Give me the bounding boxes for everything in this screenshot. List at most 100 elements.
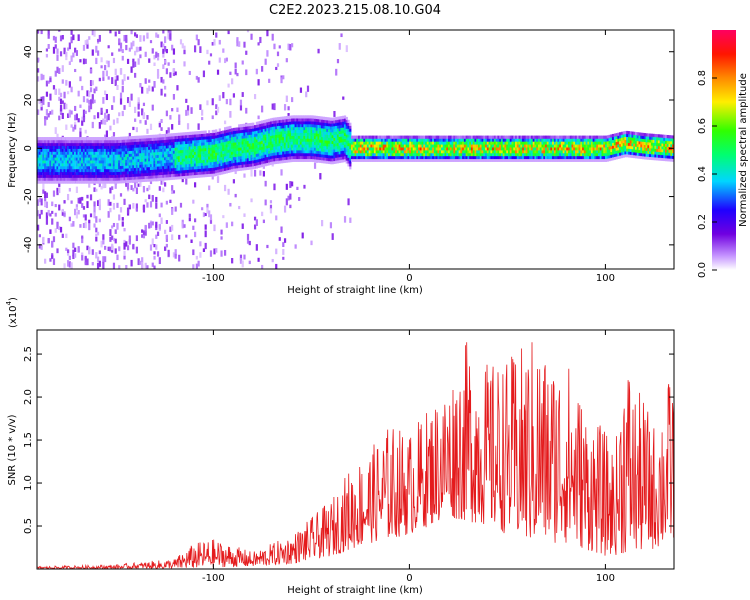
spectrogram-cell	[313, 162, 317, 169]
spectrogram-cell	[310, 141, 313, 145]
spectrogram-cell	[139, 144, 142, 148]
spectrogram-cell	[269, 155, 273, 160]
spectrogram-cell	[486, 158, 490, 162]
spectrogram-cell	[37, 137, 40, 141]
spectrogram-cell	[343, 138, 347, 142]
spectrogram-cell	[444, 144, 447, 148]
spectrogram-cell	[130, 144, 133, 148]
spectrogram-cell	[280, 134, 283, 138]
spectrogram-cell	[45, 157, 49, 161]
spectrogram-cell	[68, 151, 71, 155]
spectrogram-cell	[51, 210, 54, 214]
spectrogram-cell	[218, 137, 221, 141]
spectrogram-cell	[312, 135, 315, 139]
spectrogram-cell	[178, 161, 181, 165]
spectrogram-cell	[158, 148, 161, 152]
spectrogram-cell	[532, 150, 535, 154]
spectrogram-cell	[146, 128, 149, 134]
spectrogram-cell	[342, 118, 345, 122]
spectrogram-cell	[317, 145, 320, 149]
spectrogram-cell	[444, 155, 447, 160]
spectrogram-cell	[185, 172, 188, 176]
spectrogram-cell	[174, 164, 177, 169]
spectrogram-cell	[342, 133, 345, 137]
spectrogram-cell	[248, 149, 251, 153]
spectrogram-cell	[229, 146, 232, 150]
spectrogram-cell	[546, 144, 549, 148]
spectrogram-cell	[326, 120, 329, 124]
spectrogram-cell	[264, 119, 267, 123]
spectrogram-cell	[148, 178, 151, 182]
spectrogram-cell	[37, 151, 40, 155]
spectrogram-cell	[54, 171, 57, 175]
spectrogram-cell	[84, 171, 87, 175]
spectrogram-cell	[58, 177, 61, 181]
spectrogram-cell	[474, 152, 477, 157]
spectrogram-cell	[38, 151, 41, 155]
spectrogram-cell	[199, 142, 202, 146]
spectrogram-cell	[287, 113, 290, 117]
spectrogram-cell	[119, 148, 123, 152]
spectrogram-cell	[507, 158, 511, 162]
spectrogram-cell	[75, 137, 79, 141]
spectrogram-cell	[107, 148, 110, 152]
spectrogram-cell	[61, 151, 64, 155]
spectrogram-cell	[111, 139, 114, 144]
spectrogram-cell	[132, 173, 135, 177]
spectrogram-cell	[537, 158, 541, 162]
spectrogram-cell	[493, 158, 497, 162]
spectrogram-cell	[253, 94, 257, 100]
spectrogram-cell	[291, 43, 294, 48]
spectrogram-cell	[37, 154, 40, 158]
spectrogram-cell	[236, 133, 239, 137]
spectrogram-cell	[211, 141, 214, 145]
spectrogram-cell	[261, 140, 264, 144]
spectrogram-cell	[328, 117, 331, 121]
spectrogram-cell	[40, 198, 43, 206]
spectrogram-cell	[534, 152, 537, 157]
spectrogram-cell	[317, 130, 320, 134]
spectrogram-cell	[444, 135, 447, 139]
spectrogram-cell	[301, 152, 304, 157]
spectrogram-cell	[135, 156, 138, 160]
spectrogram-cell	[245, 135, 248, 139]
spectrogram-cell	[91, 166, 94, 170]
spectrogram-cell	[118, 180, 121, 184]
spectrogram-cell	[453, 135, 456, 139]
spectrogram-cell	[299, 118, 303, 122]
spectrogram-cell	[38, 157, 41, 161]
spectrogram-cell	[278, 160, 281, 164]
spectrogram-cell	[328, 152, 331, 156]
spectrogram-cell	[451, 158, 454, 162]
spectrogram-cell	[109, 166, 112, 170]
spectrogram-cell	[488, 155, 491, 160]
spectrogram-cell	[268, 136, 271, 140]
spectrogram-cell	[421, 135, 424, 139]
spectrogram-cell	[183, 146, 186, 150]
spectrogram-cell	[442, 147, 445, 151]
spectrogram-cell	[335, 119, 338, 124]
spectrogram-cell	[160, 134, 163, 138]
spectrogram-cell	[206, 153, 209, 157]
spectrogram-cell	[476, 147, 479, 151]
spectrogram-cell	[88, 105, 91, 113]
spectrogram-cell	[51, 154, 54, 158]
spectrogram-cell	[398, 135, 401, 139]
spectrogram-cell	[125, 176, 128, 181]
spectrogram-cell	[250, 134, 253, 138]
spectrogram-cell	[104, 171, 107, 175]
spectrogram-cell	[49, 139, 52, 144]
spectrogram-cell	[107, 177, 110, 181]
spectrogram-cell	[222, 150, 225, 154]
spectrogram-cell	[74, 148, 77, 152]
spectrogram-cell	[552, 135, 555, 139]
spectrogram-cell	[89, 80, 93, 87]
spectrogram-cell	[343, 216, 347, 223]
spectrogram-cell	[537, 144, 541, 148]
spectrogram-cell	[118, 154, 121, 158]
spectrogram-cell	[56, 222, 59, 229]
spectrogram-cell	[518, 147, 521, 151]
spectrogram-cell	[407, 152, 410, 157]
spectrogram-cell	[298, 138, 301, 142]
spectrogram-cell	[148, 143, 151, 147]
